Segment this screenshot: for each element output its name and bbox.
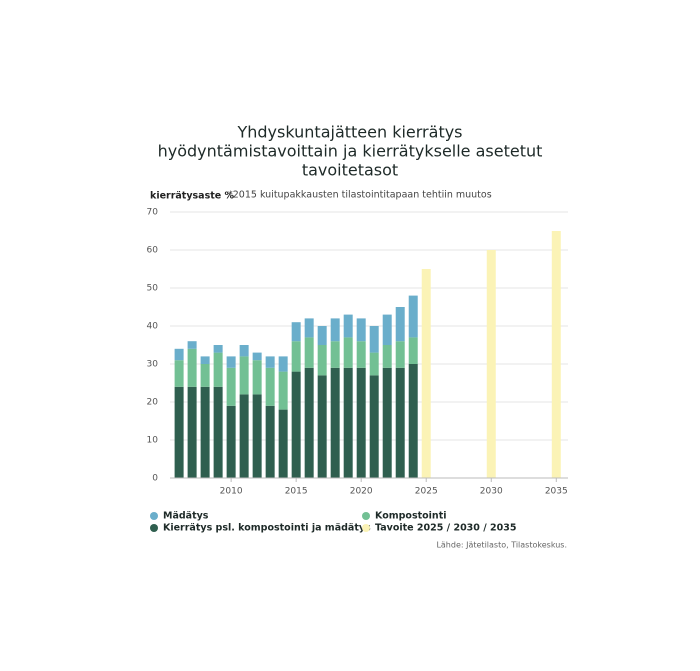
chart-title: Yhdyskuntajätteen kierrätys xyxy=(236,123,462,142)
x-tick-label: 2010 xyxy=(220,487,243,497)
y-tick-label: 50 xyxy=(147,284,159,294)
bar-segment xyxy=(369,352,379,376)
chart-title: tavoitetasot xyxy=(302,161,398,180)
bar-segment xyxy=(408,364,418,478)
bar-segment xyxy=(343,314,353,338)
bar-segment xyxy=(252,352,262,361)
bar-segment xyxy=(226,356,236,368)
legend-marker xyxy=(362,512,370,520)
y-tick-label: 30 xyxy=(147,360,159,370)
bar-segment xyxy=(395,307,405,342)
bar-segment xyxy=(213,345,223,353)
legend-marker xyxy=(362,524,370,532)
x-tick-label: 2020 xyxy=(350,487,373,497)
bar-segment xyxy=(239,345,249,357)
bar-segment xyxy=(356,367,366,478)
bar-segment xyxy=(213,386,223,478)
bar-segment xyxy=(291,371,301,478)
bar-segment xyxy=(187,386,197,478)
bar-segment xyxy=(291,341,301,372)
x-tick-label: 2015 xyxy=(285,487,308,497)
bar-segment xyxy=(317,375,327,478)
legend-label: Kompostointi xyxy=(375,511,447,522)
target-bar xyxy=(421,269,431,478)
bar-segment xyxy=(187,348,197,387)
bar-segment xyxy=(330,341,340,368)
note: *2015 kuitupakkausten tilastointitapaan … xyxy=(228,190,492,201)
bar-segment xyxy=(408,337,418,364)
legend-marker xyxy=(150,524,158,532)
bar-segment xyxy=(226,405,236,478)
bar-segment xyxy=(200,386,210,478)
bar-segment xyxy=(226,367,236,406)
bar-segment xyxy=(200,356,210,364)
bar-segment xyxy=(330,367,340,478)
bar-segment xyxy=(278,409,288,478)
bar-segment xyxy=(239,356,249,395)
bar-segment xyxy=(304,337,314,368)
y-tick-label: 10 xyxy=(147,436,159,446)
bar-segment xyxy=(369,326,379,353)
bar-segment xyxy=(317,345,327,376)
bar-segment xyxy=(356,318,366,342)
target-bar xyxy=(551,231,561,478)
bar-segment xyxy=(408,295,418,338)
x-tick-label: 2025 xyxy=(415,487,438,497)
bar-segment xyxy=(317,326,327,345)
bar-segment xyxy=(278,356,288,372)
bar-segment xyxy=(395,341,405,368)
bar-segment xyxy=(252,394,262,478)
bar-segment xyxy=(343,337,353,368)
bar-segment xyxy=(278,371,288,410)
bar-segment xyxy=(382,314,392,345)
y-tick-label: 40 xyxy=(147,322,159,332)
bar-segment xyxy=(252,360,262,395)
legend-label: Tavoite 2025 / 2030 / 2035 xyxy=(375,523,516,534)
chart-title: hyödyntämistavoittain ja kierrätykselle … xyxy=(158,142,543,161)
bar-segment xyxy=(330,318,340,342)
bar-segment xyxy=(369,375,379,478)
bar-segment xyxy=(187,341,197,349)
y-tick-label: 0 xyxy=(152,474,158,484)
bar-segment xyxy=(265,367,275,406)
bar-segment xyxy=(200,364,210,387)
x-tick-label: 2030 xyxy=(480,487,503,497)
y-axis-label: kierrätysaste % xyxy=(150,191,235,202)
bar-segment xyxy=(395,367,405,478)
bar-segment xyxy=(265,356,275,368)
y-tick-label: 20 xyxy=(147,398,159,408)
bar-segment xyxy=(343,367,353,478)
bar-segment xyxy=(304,367,314,478)
bar-segment xyxy=(382,345,392,368)
bar-segment xyxy=(382,367,392,478)
bar-segment xyxy=(239,394,249,478)
x-tick-label: 2035 xyxy=(545,487,568,497)
source: Lähde: Jätetilasto, Tilastokeskus. xyxy=(436,541,567,550)
bar-segment xyxy=(213,352,223,387)
target-bar xyxy=(486,250,496,478)
bar-segment xyxy=(291,322,301,342)
legend-label: Mädätys xyxy=(163,511,209,522)
y-tick-label: 60 xyxy=(147,246,159,256)
bar-segment xyxy=(304,318,314,338)
bar-segment xyxy=(174,348,184,361)
bar-segment xyxy=(174,386,184,478)
bar-segment xyxy=(356,341,366,368)
y-tick-label: 70 xyxy=(147,208,159,218)
bar-segment xyxy=(174,360,184,387)
bar-segment xyxy=(265,405,275,478)
legend-label: Kierrätys psl. kompostointi ja mädätys xyxy=(163,523,371,534)
legend-marker xyxy=(150,512,158,520)
